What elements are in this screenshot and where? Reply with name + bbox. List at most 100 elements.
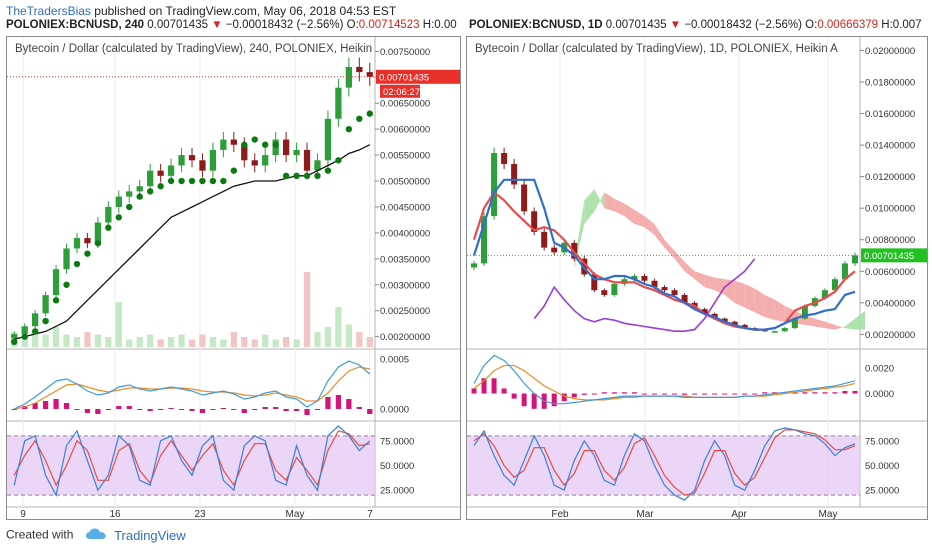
- macd-histogram-bar: [11, 409, 17, 410]
- price-tick-label: 0.00750000: [380, 47, 430, 58]
- volume-bar: [52, 327, 60, 347]
- volume-bar: [147, 334, 154, 347]
- macd-histogram-bar: [314, 409, 321, 410]
- macd-histogram-bar: [511, 393, 517, 399]
- parabolic-sar-dot: [241, 141, 248, 148]
- candle-body: [147, 170, 154, 187]
- author-link[interactable]: TheTradersBias: [6, 4, 91, 18]
- price-tick-label: 0.01200000: [865, 172, 915, 183]
- price-tick-label: 0.00650000: [380, 99, 430, 110]
- price-tick-label: 0.00800000: [865, 235, 915, 246]
- right-chart-svg[interactable]: 0.02000000 0.01800000 0.01600000 0.01400000…: [467, 37, 927, 520]
- candle-body: [771, 331, 778, 333]
- volume-bar: [251, 339, 258, 347]
- candle-body: [471, 263, 478, 268]
- macd-histogram-bar: [651, 393, 657, 395]
- macd-histogram-bar: [852, 391, 858, 394]
- ichimoku-cloud-segment: [684, 261, 695, 280]
- candle-body: [491, 152, 498, 217]
- time-tick-label: May: [819, 509, 838, 519]
- volume-bar: [209, 337, 217, 347]
- macd-histogram-bar: [220, 408, 226, 409]
- parabolic-sar-dot: [345, 125, 353, 133]
- candle-body: [251, 160, 258, 166]
- macd-histogram-bar: [591, 393, 597, 395]
- volume-bar: [303, 272, 311, 347]
- macd-histogram-bar: [581, 393, 587, 395]
- candle-body: [851, 255, 858, 264]
- stochastic-k-line: [13, 425, 371, 497]
- parabolic-sar-dot: [303, 172, 311, 180]
- macd-histogram-bar: [531, 393, 537, 409]
- candle-body: [282, 139, 290, 156]
- parabolic-sar-dot: [366, 110, 373, 117]
- parabolic-sar-dot: [115, 214, 123, 221]
- parabolic-sar-dot: [272, 141, 279, 148]
- parabolic-sar-dot: [84, 250, 91, 257]
- ichimoku-cloud-segment: [764, 294, 775, 321]
- price-tick-label: 0.01800000: [865, 78, 915, 89]
- candle-body: [105, 206, 112, 223]
- price-tick-label: 0.00400000: [865, 298, 915, 309]
- time-tick-label: Feb: [551, 509, 569, 519]
- macd-histogram-bar: [631, 392, 637, 394]
- candle-body: [701, 309, 708, 314]
- candle-body: [681, 294, 688, 303]
- parabolic-sar-dot: [262, 141, 269, 148]
- macd-histogram-bar: [521, 393, 527, 407]
- ichimoku-cloud-segment: [714, 277, 725, 295]
- ichimoku-cloud-segment: [654, 223, 665, 248]
- parabolic-sar-dot: [335, 157, 342, 164]
- right-symbol: POLONIEX:BCNUSD, 1D: [469, 19, 603, 31]
- macd-histogram-bar: [471, 388, 477, 394]
- last-price-tag-label: 0.00701435: [379, 72, 429, 83]
- right-down-arrow-icon: ▼: [669, 19, 682, 31]
- macd-histogram-bar: [481, 378, 487, 394]
- stochastic-tick-label: 25.0000: [380, 486, 414, 497]
- macd-histogram-bar: [346, 399, 352, 409]
- left-open: 0.00714523: [358, 19, 420, 31]
- candle-body: [335, 87, 342, 119]
- volume-bar: [157, 339, 164, 347]
- stochastic-tick-label: 50.0000: [865, 461, 899, 472]
- parabolic-sar-dot: [282, 172, 290, 180]
- candle-body: [631, 276, 638, 280]
- left-chart-svg[interactable]: 0.007500000.007000000.006500000.00600000…: [7, 37, 460, 520]
- left-chart-panel[interactable]: 0.007500000.007000000.006500000.00600000…: [6, 36, 461, 520]
- macd-tick-label: 0.0020: [865, 364, 894, 375]
- right-chart-panel[interactable]: 0.02000000 0.01800000 0.01600000 0.01400000…: [466, 36, 928, 520]
- volume-bar: [314, 332, 321, 347]
- parabolic-sar-dot: [136, 193, 143, 200]
- candle-body: [199, 160, 206, 171]
- candle-body: [115, 196, 122, 207]
- volume-bar: [282, 337, 290, 347]
- parabolic-sar-dot: [178, 177, 185, 185]
- volume-bar: [272, 339, 279, 347]
- parabolic-sar-dot: [314, 172, 321, 180]
- macd-histogram-bar: [53, 399, 59, 409]
- macd-histogram-bar: [641, 393, 647, 395]
- macd-histogram-bar: [356, 407, 362, 409]
- parabolic-sar-dot: [230, 167, 238, 174]
- ichimoku-cloud-segment: [824, 321, 835, 330]
- macd-histogram-bar: [571, 393, 577, 398]
- tenkan-line: [472, 178, 856, 331]
- volume-bar: [230, 332, 237, 347]
- volume-bar: [126, 339, 133, 347]
- macd-histogram-bar: [702, 393, 708, 395]
- macd-histogram-bar: [252, 409, 258, 410]
- parabolic-sar-dot: [105, 224, 112, 231]
- tradingview-brand[interactable]: TradingView: [114, 528, 186, 543]
- candle-body: [314, 160, 321, 171]
- volume-bar: [366, 337, 373, 347]
- macd-signal-line: [14, 366, 370, 410]
- parabolic-sar-dot: [146, 188, 154, 195]
- parabolic-sar-dot: [11, 338, 18, 346]
- macd-histogram-bar: [231, 409, 237, 410]
- candle-body: [21, 326, 28, 335]
- volume-bar: [241, 337, 248, 347]
- macd-histogram-bar: [105, 409, 111, 410]
- macd-histogram-bar: [147, 409, 153, 411]
- candle-body: [178, 155, 185, 166]
- macd-histogram-bar: [199, 409, 206, 413]
